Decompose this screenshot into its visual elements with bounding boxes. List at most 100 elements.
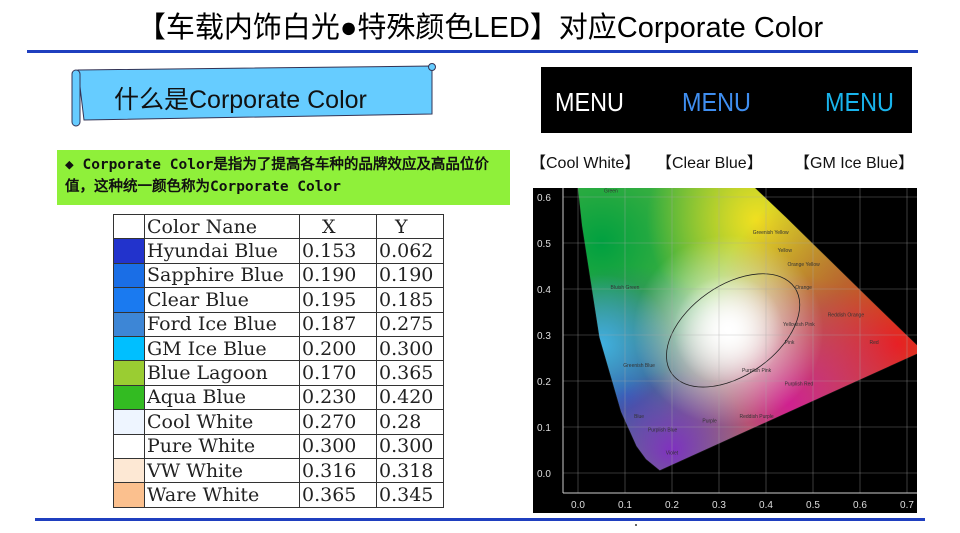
y-tick-label: 0.1 xyxy=(537,423,551,434)
color-swatch xyxy=(113,238,145,264)
header-x: X xyxy=(299,213,377,240)
page-dot xyxy=(635,524,637,526)
region-label: Reddish Orange xyxy=(828,313,865,319)
color-swatch xyxy=(113,360,145,386)
region-label: Reddish Purple xyxy=(740,414,774,420)
x-tick-label: 0.6 xyxy=(853,500,867,511)
color-swatch xyxy=(113,409,145,435)
region-label: Purplish Blue xyxy=(648,428,678,434)
color-name: Cool White xyxy=(144,409,300,435)
region-label: Red xyxy=(870,340,879,346)
y-value: 0.318 xyxy=(376,457,444,484)
scroll-banner: 什么是Corporate Color xyxy=(70,62,437,128)
menu-sample-gm-ice-blue: MENU xyxy=(825,87,894,117)
region-label: Greenish Yellow xyxy=(753,230,789,236)
x-value: 0.270 xyxy=(299,409,377,435)
region-label: Yellowish Pink xyxy=(783,322,815,328)
header-name: Color Nane xyxy=(144,213,300,240)
table-row: Aqua Blue 0.230 0.420 xyxy=(113,384,444,411)
color-swatch xyxy=(113,335,145,362)
header-y: Y xyxy=(376,213,444,240)
x-value: 0.300 xyxy=(299,433,377,459)
table-row: Clear Blue 0.195 0.185 xyxy=(113,287,444,313)
region-label: Bluish Green xyxy=(611,285,640,291)
y-tick-label: 0.0 xyxy=(537,469,551,480)
cie-chromaticity-diagram: 0.0 0.1 0.2 0.3 0.4 0.5 0.6 0.7 0.0 0.1 0.2 0.3 0.4 0… xyxy=(533,169,924,513)
x-value: 0.170 xyxy=(299,360,377,386)
y-tick-label: 0.2 xyxy=(537,377,551,388)
y-value: 0.365 xyxy=(376,360,444,386)
menu-sample-cool-white: MENU xyxy=(555,87,624,117)
color-swatch xyxy=(113,311,145,337)
y-tick-label: 0.4 xyxy=(537,285,551,296)
x-value: 0.153 xyxy=(299,238,377,264)
color-name: Pure White xyxy=(144,433,300,459)
table-row: Blue Lagoon 0.170 0.365 xyxy=(113,360,444,386)
color-name: GM Ice Blue xyxy=(144,335,300,362)
region-label: Greenish Blue xyxy=(623,363,655,369)
region-label: Purplish Red xyxy=(785,382,814,388)
color-name: Blue Lagoon xyxy=(144,360,300,386)
x-tick-label: 0.4 xyxy=(759,500,773,511)
color-name: Ford Ice Blue xyxy=(144,311,300,337)
y-tick-label: 0.5 xyxy=(537,239,551,250)
color-name: Ware White xyxy=(144,482,300,508)
y-value: 0.420 xyxy=(376,384,444,411)
x-value: 0.190 xyxy=(299,262,377,289)
color-swatch xyxy=(113,482,145,508)
definition-box: ◆ Corporate Color是指为了提高各车种的品牌效应及高品位价值，这种… xyxy=(57,150,510,205)
region-label: Orange xyxy=(795,285,812,291)
header-blank xyxy=(113,213,145,240)
corporate-color-table: Color Nane X Y Hyundai Blue 0.153 0.062 … xyxy=(113,213,444,508)
y-value: 0.190 xyxy=(376,262,444,289)
table-row: GM Ice Blue 0.200 0.300 xyxy=(113,335,444,362)
x-value: 0.187 xyxy=(299,311,377,337)
slide-title: 【车载内饰白光●特殊颜色LED】对应Corporate Color xyxy=(136,12,824,44)
color-swatch xyxy=(113,262,145,289)
banner-title: 什么是Corporate Color xyxy=(114,86,367,114)
table-row: Cool White 0.270 0.28 xyxy=(113,409,444,435)
color-name: Sapphire Blue xyxy=(144,262,300,289)
color-swatch xyxy=(113,457,145,484)
caption-clear-blue: 【Clear Blue】 xyxy=(656,155,763,172)
x-tick-label: 0.1 xyxy=(618,500,632,511)
color-swatch xyxy=(113,384,145,411)
color-swatch xyxy=(113,287,145,313)
table-row: Ford Ice Blue 0.187 0.275 xyxy=(113,311,444,337)
y-tick-label: 0.6 xyxy=(537,193,551,204)
caption-cool-white: 【Cool White】 xyxy=(530,155,641,172)
x-value: 0.230 xyxy=(299,384,377,411)
region-label: Green xyxy=(604,188,618,194)
x-value: 0.195 xyxy=(299,287,377,313)
caption-gm-ice-blue: 【GM Ice Blue】 xyxy=(794,155,915,172)
cie-svg: 0.0 0.1 0.2 0.3 0.4 0.5 0.6 0.7 0.0 0.1 0.2 0.3 0.4 0… xyxy=(537,169,924,511)
color-name: VW White xyxy=(144,457,300,484)
bottom-divider xyxy=(35,518,925,521)
x-value: 0.200 xyxy=(299,335,377,362)
x-tick-label: 0.3 xyxy=(712,500,726,511)
table-row: VW White 0.316 0.318 xyxy=(113,457,444,484)
region-label: Purplish Pink xyxy=(742,368,772,374)
region-label: Purple xyxy=(702,418,717,424)
y-value: 0.062 xyxy=(376,238,444,264)
color-name: Hyundai Blue xyxy=(144,238,300,264)
x-tick-label: 0.0 xyxy=(571,500,585,511)
y-value: 0.185 xyxy=(376,287,444,313)
x-tick-label: 0.7 xyxy=(900,500,914,511)
x-value: 0.316 xyxy=(299,457,377,484)
menu-sample-clear-blue: MENU xyxy=(682,87,751,117)
x-tick-label: 0.5 xyxy=(806,500,820,511)
table-row: Hyundai Blue 0.153 0.062 xyxy=(113,238,444,264)
table-row: Ware White 0.365 0.345 xyxy=(113,482,444,508)
color-name: Aqua Blue xyxy=(144,384,300,411)
table-header-row: Color Nane X Y xyxy=(113,213,444,240)
x-tick-label: 0.2 xyxy=(665,500,679,511)
y-value: 0.275 xyxy=(376,311,444,337)
y-value: 0.28 xyxy=(376,409,444,435)
table-row: Sapphire Blue 0.190 0.190 xyxy=(113,262,444,289)
region-label: Pink xyxy=(785,340,795,346)
region-label: Yellow xyxy=(778,248,793,254)
region-label: Violet xyxy=(666,451,679,457)
color-swatch xyxy=(113,433,145,459)
y-value: 0.300 xyxy=(376,335,444,362)
